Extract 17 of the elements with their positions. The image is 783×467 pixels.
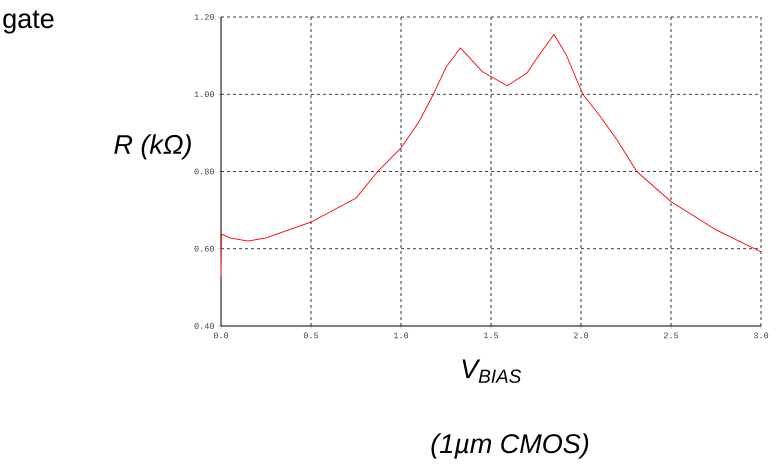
y-axis-title: R (kΩ) <box>114 134 191 160</box>
y-tick-label: 0.60 <box>194 246 214 252</box>
x-tick-label: 1.5 <box>484 332 498 338</box>
x-tick-label: 2.0 <box>574 332 588 338</box>
x-tick-label: 3.0 <box>754 332 768 338</box>
line-series <box>220 34 762 276</box>
x-tick-label: 2.5 <box>664 332 678 338</box>
y-tick-label: 0.80 <box>194 168 214 174</box>
y-tick-label: 1.20 <box>194 14 214 20</box>
x-tick-label: 0.0 <box>214 332 228 338</box>
y-tick-label: 0.40 <box>194 323 214 329</box>
y-tick-label: 1.00 <box>194 91 214 98</box>
x-axis-title: V$_{BIAS}$ <box>462 360 522 383</box>
text: (1µm CMOS) <box>432 433 588 459</box>
x-tick-label: 0.5 <box>304 332 318 338</box>
x-tick-label: 1.0 <box>394 332 408 338</box>
text: gate <box>3 10 54 34</box>
